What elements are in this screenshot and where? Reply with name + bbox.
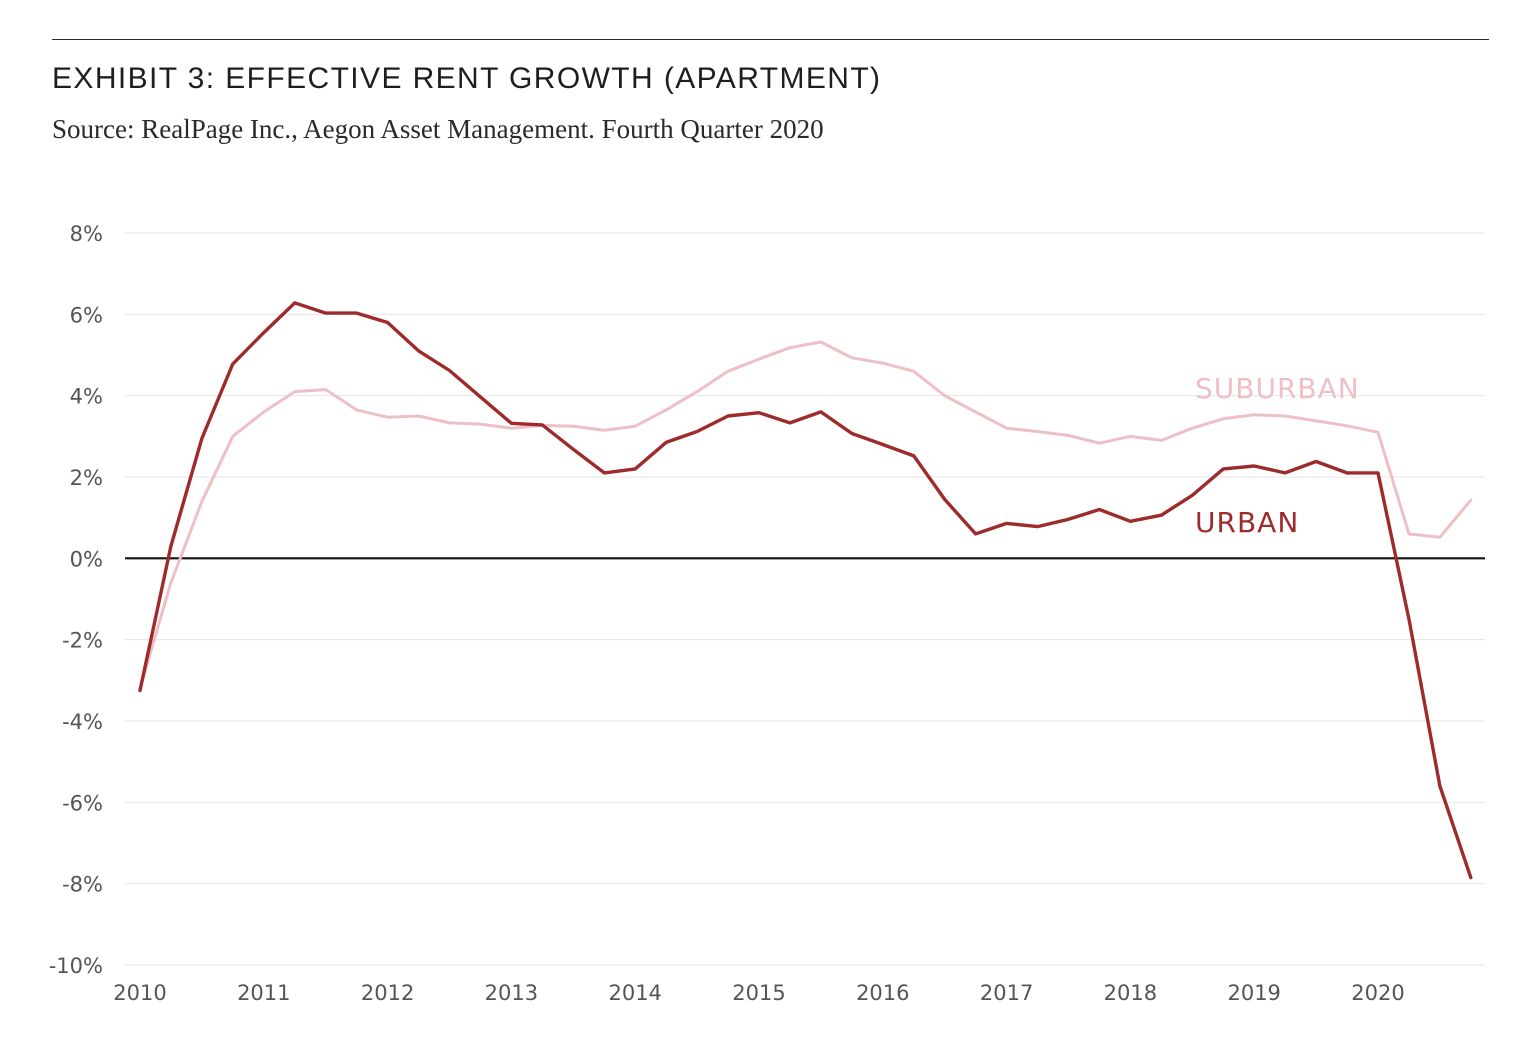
suburban-series-label: SUBURBAN — [1195, 372, 1360, 405]
x-tick-label: 2019 — [1227, 981, 1280, 1005]
x-tick-label: 2020 — [1351, 981, 1404, 1005]
x-tick-label: 2012 — [361, 981, 414, 1005]
x-tick-label: 2010 — [113, 981, 166, 1005]
gridlines — [125, 232, 1485, 966]
y-tick-label: 2% — [70, 466, 103, 490]
top-rule — [52, 39, 1489, 40]
y-tick-label: -10% — [49, 954, 103, 978]
y-tick-label: -4% — [62, 710, 103, 734]
x-tick-label: 2015 — [732, 981, 785, 1005]
chart-source-subtitle: Source: RealPage Inc., Aegon Asset Manag… — [52, 114, 824, 144]
suburban-line — [138, 340, 1473, 690]
x-axis-tick-labels: 2010 2011 2012 2013 2014 2015 2016 2017 2018 2019… — [113, 981, 1404, 1005]
y-tick-label: -8% — [62, 873, 103, 897]
y-tick-label: 0% — [70, 547, 103, 571]
x-tick-label: 2017 — [980, 981, 1033, 1005]
urban-series-label: URBAN — [1195, 506, 1299, 539]
series-lines — [138, 301, 1473, 880]
x-tick-label: 2014 — [608, 981, 661, 1005]
chart-title: EXHIBIT 3: EFFECTIVE RENT GROWTH (APARTM… — [52, 62, 882, 95]
x-tick-label: 2018 — [1104, 981, 1157, 1005]
y-axis-tick-labels: 8% 6% 4% 2% 0% -2% -4% -6% -8% -10% — [49, 222, 103, 978]
x-tick-label: 2011 — [237, 981, 290, 1005]
y-tick-label: 8% — [70, 222, 103, 246]
urban-line — [138, 301, 1473, 880]
y-tick-label: 4% — [70, 385, 103, 409]
y-tick-label: -6% — [62, 791, 103, 815]
x-tick-label: 2016 — [856, 981, 909, 1005]
y-tick-label: -2% — [62, 629, 103, 653]
y-tick-label: 6% — [70, 303, 103, 327]
x-tick-label: 2013 — [485, 981, 538, 1005]
